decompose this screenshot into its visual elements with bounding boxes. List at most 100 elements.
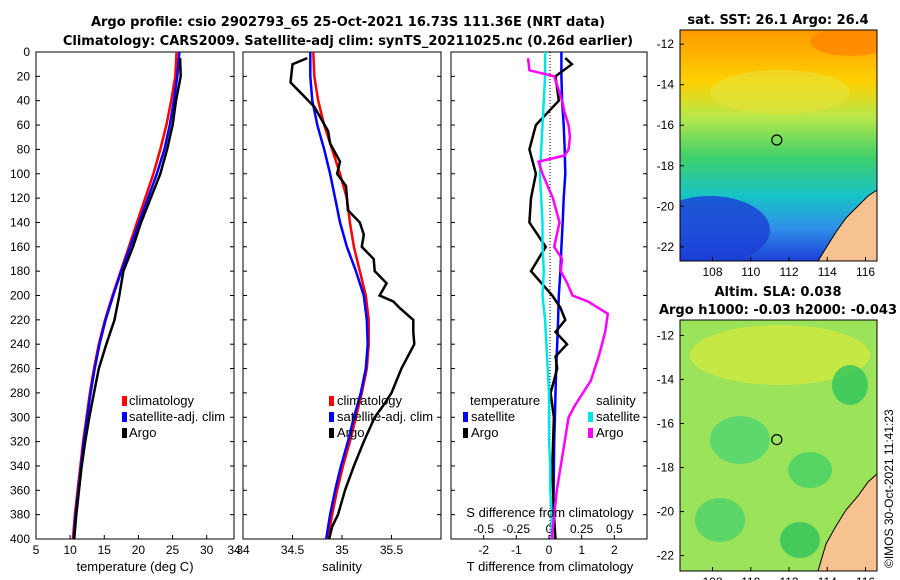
map-lat-tick-label: -14 [657,372,675,386]
sla-coastline-land [817,473,877,571]
map-lat-tick-label: -18 [657,461,675,475]
difference-line-s_satellite [538,52,553,539]
temperature-axes-frame [35,51,235,540]
sla-low-patch [788,452,832,488]
sst-lon-tick-labels: 108 110 112 114 116 [702,257,875,279]
salinity-tick-label: 34.5 [281,543,305,557]
s-difference-tick-label: 0 [546,522,553,536]
depth-tick-label: 160 [10,240,30,254]
s-difference-tick-label: 0.25 [570,522,594,536]
salinity-panel: 34 34.5 35 35.5 climatology satellite-adj. … [236,51,442,574]
map-lon-tick-label: 110 [741,265,760,279]
depth-tick-label: 60 [17,118,31,132]
legend-title-salinity: salinity [596,393,636,408]
legend-swatch-argo [122,428,127,438]
temperature-tick-label: 30 [200,543,214,557]
salinity-x-label: salinity [322,559,362,574]
depth-tick-label: 20 [17,69,31,83]
difference-x-tick-labels: -2 -1 0 1 2 [478,535,618,557]
sst-map-panel: sat. SST: 26.1 Argo: 26.4 -12 -14 -16 -18 -2… [657,13,878,279]
legend-swatch-climatology [329,396,334,406]
sla-map-title-line1: Altim. SLA: 0.038 [715,285,842,300]
temperature-tick-label: 20 [132,543,146,557]
difference-legend: temperature satellite Argo salinity sate… [463,393,640,440]
map-lat-tick-label: -14 [657,78,675,92]
sla-map-frame [679,319,878,572]
t-difference-tick-label: 2 [611,543,618,557]
difference-line-s_argo [526,57,610,540]
argo-location-marker [771,134,783,146]
s-difference-tick-label: -0.25 [503,522,531,536]
temperature-depth-tick-labels: 0 20 40 60 80 100 120 140 160 180 200 220 240 260 280 3… [10,45,647,546]
map-lat-tick-label: -22 [657,549,675,563]
sla-low-patch [695,498,745,542]
temperature-tick-label: 5 [33,543,40,557]
legend-label-t-argo: Argo [471,425,498,440]
sla-lat-tick-labels: -12 -14 -16 -18 -20 -22 [657,328,684,563]
map-lon-tick-label: 112 [779,265,798,279]
salinity-legend: climatology satellite-adj. clim Argo [329,393,433,440]
difference-line-t_satellite [551,52,567,540]
map-lon-tick-label: 114 [818,575,837,580]
map-lat-tick-label: -16 [657,118,675,132]
temperature-x-tick-labels: 5 10 15 20 25 30 34 [33,535,241,557]
depth-tick-label: 380 [10,508,30,522]
map-lon-tick-label: 116 [856,265,875,279]
legend-label-argo: Argo [337,425,364,440]
temperature-tick-label: 10 [63,543,77,557]
map-lat-tick-label: -20 [657,505,675,519]
s-difference-tick-label: -0.5 [473,522,494,536]
depth-tick-label: 360 [10,483,30,497]
legend-swatch-t-argo [463,428,468,438]
legend-swatch-climatology [122,396,127,406]
depth-tick-label: 200 [10,289,30,303]
depth-tick-label: 260 [10,362,30,376]
credit-text: ©IMOS 30-Oct-2021 11:41:23 [882,409,896,568]
salinity-tick-label: 34 [236,543,250,557]
temperature-tick-label: 15 [98,543,112,557]
legend-swatch-satellite [329,412,334,422]
t-difference-tick-label: 0 [546,543,553,557]
map-lon-tick-label: 114 [818,265,837,279]
t-difference-tick-label: -1 [511,543,522,557]
temperature-tick-label: 34 [227,543,241,557]
sla-low-patch [710,416,770,464]
sla-low-patch [832,365,868,405]
sla-high-band [690,325,870,385]
depth-tick-label: 0 [23,45,30,59]
depth-tick-label: 320 [10,435,30,449]
legend-label-argo: Argo [129,425,156,440]
depth-tick-label: 280 [10,386,30,400]
map-lon-tick-label: 108 [702,575,722,580]
figure-title-line2: Climatology: CARS2009. Satellite-adj cli… [63,34,633,49]
map-lat-tick-label: -12 [657,37,675,51]
t-difference-label: T difference from climatology [467,559,634,574]
map-lat-tick-label: -16 [657,416,675,430]
map-lat-tick-label: -18 [657,159,675,173]
temperature-line-argo [72,58,182,540]
sla-lon-tick-labels: 108 110 112 114 116 [702,567,875,580]
salinity-tick-label: 35 [335,543,349,557]
map-lon-tick-label: 110 [741,575,760,580]
temperature-line-climatology [71,51,178,540]
sst-cold-patch [680,196,770,261]
temperature-line-satellite [72,51,181,540]
legend-label-satellite: satellite-adj. clim [129,409,225,424]
legend-label-s-argo: Argo [596,425,623,440]
depth-tick-label: 240 [10,337,30,351]
sst-map-frame [679,29,878,262]
sst-lat-tick-labels: -12 -14 -16 -18 -20 -22 [657,37,684,254]
map-lon-tick-label: 116 [856,575,875,580]
temperature-legend: climatology satellite-adj. clim Argo [122,393,225,440]
legend-swatch-s-satellite [588,412,593,422]
depth-tick-label: 140 [10,215,30,229]
temperature-tick-label: 25 [166,543,180,557]
sst-hot-patch [810,30,877,56]
legend-title-temperature: temperature [470,393,540,408]
map-lon-tick-label: 112 [779,575,798,580]
salinity-line-satellite [309,52,369,540]
argo-location-marker [771,434,783,446]
salinity-line-climatology [312,51,370,540]
legend-swatch-satellite [122,412,127,422]
